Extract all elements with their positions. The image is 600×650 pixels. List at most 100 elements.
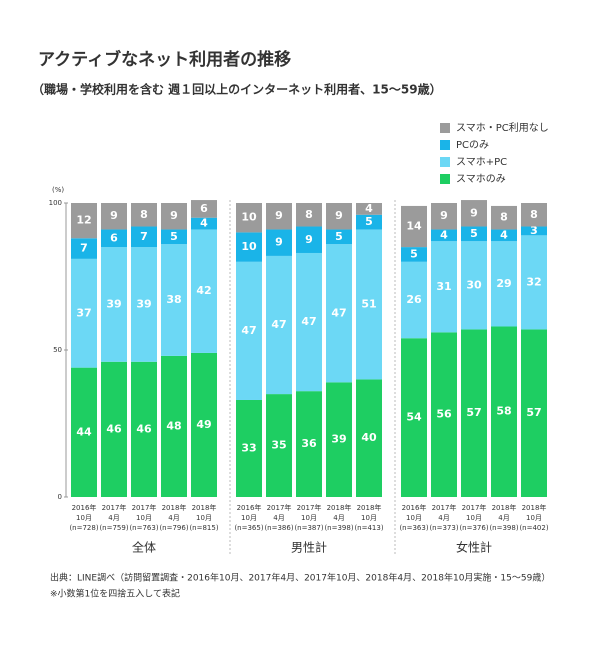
- bar-segment: [521, 235, 547, 330]
- x-tick-label: 2017年 10月 (n=763): [129, 503, 158, 532]
- y-axis-label: (%): [52, 186, 64, 194]
- data-label: 54: [406, 411, 422, 424]
- data-label: 5: [410, 247, 418, 260]
- x-tick-line: (n=365): [234, 524, 263, 532]
- x-tick-line: (n=763): [129, 524, 158, 532]
- x-tick-line: 2018年: [357, 503, 382, 512]
- x-tick-label: 2016年 10月 (n=363): [399, 503, 428, 532]
- bar-segment: [296, 203, 322, 227]
- x-tick-label: 2016年 10月 (n=728): [69, 503, 98, 532]
- data-label: 8: [305, 208, 313, 221]
- x-tick-line: 2016年: [402, 503, 427, 512]
- bar-segment: [296, 226, 322, 253]
- data-label: 47: [271, 318, 286, 331]
- data-label: 57: [466, 406, 481, 419]
- bar-segment: [461, 329, 487, 497]
- bar-segment: [131, 203, 157, 227]
- x-tick-line: 2017年: [462, 503, 487, 512]
- data-label: 39: [331, 433, 346, 446]
- bar-segment: [521, 226, 547, 236]
- chart-title: アクティブなネット利用者の推移: [38, 49, 291, 70]
- x-tick-label: 2018年 4月 (n=398): [489, 503, 518, 532]
- bar-segment: [131, 361, 157, 497]
- data-label: 29: [496, 277, 511, 290]
- bar-segment: [71, 203, 97, 239]
- bar-segment: [266, 255, 292, 395]
- bar-segment: [326, 229, 352, 245]
- note: ※小数第1位を四捨五入して表記: [50, 588, 180, 600]
- data-label: 6: [110, 231, 118, 244]
- x-tick-label: 2018年 10月 (n=815): [189, 503, 218, 532]
- data-label: 9: [305, 233, 313, 246]
- x-tick-line: 10月: [466, 514, 482, 522]
- data-label: 56: [436, 408, 452, 421]
- x-tick-line: 10月: [76, 514, 92, 522]
- bar-segment: [326, 244, 352, 383]
- data-label: 47: [331, 306, 346, 319]
- x-tick-line: (n=728): [69, 524, 98, 532]
- bar-segment: [266, 394, 292, 497]
- bar-segment: [71, 258, 97, 368]
- bar-segment: [461, 226, 487, 242]
- x-tick-line: 10月: [406, 514, 422, 522]
- group-label: 男性計: [291, 540, 327, 555]
- bar-segment: [356, 379, 382, 497]
- data-label: 49: [196, 418, 211, 431]
- bar-segment: [356, 229, 382, 380]
- data-label: 8: [530, 208, 538, 221]
- x-tick-line: (n=386): [264, 524, 293, 532]
- bar-segment: [161, 355, 187, 497]
- bar-segment: [161, 244, 187, 356]
- bar-segment: [101, 203, 127, 230]
- data-label: 9: [440, 209, 448, 222]
- data-label: 44: [76, 425, 92, 438]
- data-label: 32: [526, 275, 541, 288]
- data-label: 47: [241, 324, 256, 337]
- data-label: 3: [530, 224, 538, 237]
- bar-segment: [101, 247, 127, 362]
- group-label: 全体: [132, 540, 156, 555]
- data-label: 10: [241, 240, 257, 253]
- x-tick-line: (n=387): [294, 524, 323, 532]
- data-label: 7: [140, 230, 148, 243]
- bar-segment: [266, 229, 292, 256]
- x-tick-label: 2017年 10月 (n=387): [294, 503, 323, 532]
- data-label: 5: [170, 230, 178, 243]
- legend-swatch: [440, 123, 450, 133]
- bar-segment: [236, 203, 262, 233]
- data-label: 9: [110, 209, 118, 222]
- x-tick-line: (n=398): [489, 524, 518, 532]
- bar-segment: [431, 332, 457, 497]
- data-label: 48: [166, 419, 181, 432]
- data-label: 8: [140, 208, 148, 221]
- data-label: 38: [166, 293, 181, 306]
- data-label: 10: [241, 211, 257, 224]
- x-tick-line: 2017年: [102, 503, 127, 512]
- bar-segment: [191, 352, 217, 497]
- x-tick-line: 2018年: [192, 503, 217, 512]
- x-tick-label: 2017年 4月 (n=386): [264, 503, 293, 532]
- data-label: 9: [275, 209, 283, 222]
- bar-segment: [401, 338, 427, 497]
- data-label: 35: [271, 439, 286, 452]
- x-tick-line: 10月: [526, 514, 542, 522]
- x-tick-line: 2017年: [297, 503, 322, 512]
- bar-segment: [71, 367, 97, 497]
- bar-segment: [461, 241, 487, 330]
- bar-segment: [431, 203, 457, 230]
- data-label: 36: [301, 437, 317, 450]
- x-tick-line: 4月: [438, 514, 449, 522]
- data-label: 30: [466, 278, 482, 291]
- x-tick-line: 2016年: [72, 503, 97, 512]
- bar-segment: [356, 214, 382, 230]
- x-tick-line: 2017年: [432, 503, 457, 512]
- bar-segment: [191, 217, 217, 230]
- x-tick-line: 4月: [108, 514, 119, 522]
- x-tick-line: (n=796): [159, 524, 188, 532]
- data-label: 9: [470, 206, 478, 219]
- legend-swatch: [440, 174, 450, 184]
- data-label: 9: [170, 209, 178, 222]
- data-label: 39: [136, 297, 151, 310]
- legend-swatch: [440, 140, 450, 150]
